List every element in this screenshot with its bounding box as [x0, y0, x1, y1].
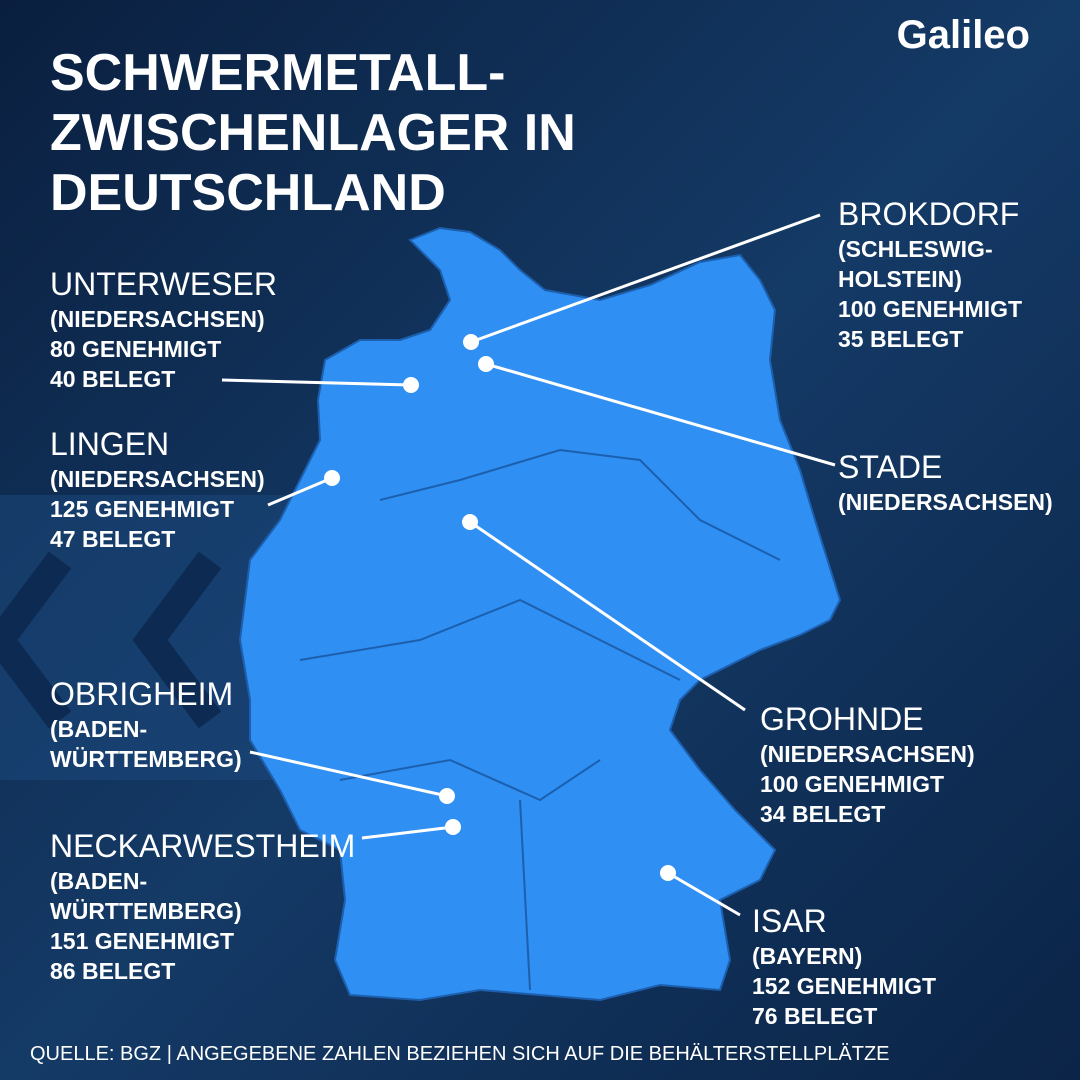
site-detail: 34 BELEGT — [760, 801, 885, 827]
site-name: STADE — [838, 449, 942, 485]
site-detail: 40 BELEGT — [50, 366, 175, 392]
site-detail: 80 GENEHMIGT — [50, 336, 221, 362]
site-dot — [462, 514, 478, 530]
site-name: LINGEN — [50, 426, 169, 462]
state-borders — [299, 448, 781, 991]
title-line: ZWISCHENLAGER IN — [50, 104, 576, 162]
site-detail: (NIEDERSACHSEN) — [50, 466, 265, 492]
site-dot — [463, 334, 479, 350]
site-name: UNTERWESER — [50, 266, 277, 302]
leader-line — [221, 378, 412, 387]
site-dot — [660, 865, 676, 881]
site-detail: WÜRTTEMBERG) — [50, 898, 242, 924]
site-detail: 100 GENEHMIGT — [760, 771, 944, 797]
site-name: NECKARWESTHEIM — [50, 828, 355, 864]
leader-line — [249, 750, 448, 798]
leader-line — [470, 213, 821, 344]
site-detail: (NIEDERSACHSEN) — [50, 306, 265, 332]
title-line: DEUTSCHLAND — [50, 164, 446, 222]
site-name: BROKDORF — [838, 196, 1019, 232]
site-detail: HOLSTEIN) — [838, 266, 962, 292]
site-name: OBRIGHEIM — [50, 676, 233, 712]
site-name: GROHNDE — [760, 701, 924, 737]
site-detail: 35 BELEGT — [838, 326, 963, 352]
site-dot — [478, 356, 494, 372]
leader-line — [485, 362, 836, 467]
site-dot — [324, 470, 340, 486]
site-detail: 76 BELEGT — [752, 1003, 877, 1029]
site-detail: (SCHLESWIG- — [838, 236, 993, 262]
site-detail: 47 BELEGT — [50, 526, 175, 552]
site-detail: (BADEN- — [50, 716, 147, 742]
site-dot — [445, 819, 461, 835]
site-name: ISAR — [752, 903, 827, 939]
leader-line — [267, 476, 333, 507]
leader-line — [667, 871, 741, 917]
title-line: SCHWERMETALL- — [50, 44, 505, 102]
leader-line — [361, 825, 454, 840]
sites: UNTERWESER (NIEDERSACHSEN) 80 GENEHMIGT 40 … — [50, 196, 1053, 1029]
site-detail: (BADEN- — [50, 868, 147, 894]
site-detail: 151 GENEHMIGT — [50, 928, 234, 954]
germany-map — [238, 226, 842, 1002]
site-detail: (NIEDERSACHSEN) — [760, 741, 975, 767]
site-detail: 100 GENEHMIGT — [838, 296, 1022, 322]
site-detail: WÜRTTEMBERG) — [50, 746, 242, 772]
logo: Galileo — [897, 13, 1030, 57]
source: QUELLE: BGZ | ANGEGEBENE ZAHLEN BEZIEHEN… — [30, 1043, 890, 1065]
site-detail: 125 GENEHMIGT — [50, 496, 234, 522]
chevrons — [0, 551, 222, 729]
leader-line — [469, 520, 746, 712]
site-detail: 86 BELEGT — [50, 958, 175, 984]
site-dot — [439, 788, 455, 804]
site-detail: (BAYERN) — [752, 943, 862, 969]
site-dot — [403, 377, 419, 393]
site-detail: (NIEDERSACHSEN) — [838, 489, 1053, 515]
site-detail: 152 GENEHMIGT — [752, 973, 936, 999]
